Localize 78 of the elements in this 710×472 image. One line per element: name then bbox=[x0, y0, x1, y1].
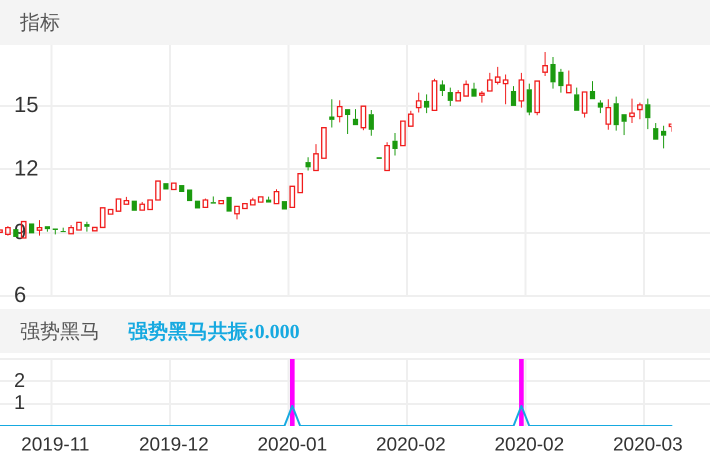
candlestick bbox=[400, 120, 406, 146]
candlestick bbox=[352, 108, 358, 126]
candlestick bbox=[29, 223, 34, 234]
candlestick bbox=[116, 198, 122, 212]
candlestick bbox=[614, 96, 619, 132]
y-tick-label: 1 bbox=[14, 392, 26, 414]
candlestick bbox=[622, 114, 627, 136]
candlestick bbox=[637, 102, 643, 120]
candlestick bbox=[392, 132, 398, 156]
candlestick bbox=[313, 144, 319, 172]
candlestick bbox=[653, 122, 658, 140]
candlestick bbox=[132, 200, 137, 211]
candlestick bbox=[100, 207, 106, 228]
candlestick bbox=[590, 80, 596, 100]
candlestick bbox=[526, 83, 532, 116]
candlestick bbox=[368, 109, 374, 136]
candlestick bbox=[329, 98, 334, 128]
candlestick bbox=[574, 87, 580, 111]
y-tick-label: 15 bbox=[14, 92, 38, 118]
candlestick bbox=[448, 87, 453, 106]
x-tick-label: 2020-02 bbox=[494, 434, 564, 456]
candlestick bbox=[566, 70, 572, 94]
candlestick bbox=[297, 173, 304, 194]
candlestick bbox=[258, 196, 264, 203]
candlestick bbox=[226, 196, 232, 212]
candlestick bbox=[550, 56, 556, 90]
candlestick bbox=[518, 72, 524, 108]
candlestick bbox=[266, 196, 272, 203]
candlestick bbox=[510, 86, 516, 106]
candlestick bbox=[542, 51, 548, 77]
candlestick bbox=[321, 127, 327, 159]
candlestick bbox=[36, 220, 42, 236]
candlestick bbox=[289, 186, 296, 208]
candlestick bbox=[194, 200, 200, 208]
candlestick bbox=[108, 208, 114, 215]
candlestick bbox=[479, 90, 485, 104]
candlestick bbox=[76, 222, 82, 231]
chart-title: 强势黑马 bbox=[20, 320, 100, 344]
candlestick bbox=[44, 226, 50, 232]
candlestick bbox=[645, 98, 650, 130]
candlestick bbox=[502, 74, 508, 105]
candlestick bbox=[147, 199, 153, 210]
x-tick-label: 2020-03 bbox=[612, 434, 683, 456]
candlestick bbox=[558, 68, 564, 94]
candlestick bbox=[92, 226, 98, 232]
x-tick-label: 2020-01 bbox=[257, 434, 328, 456]
x-tick-label: 2019-12 bbox=[138, 434, 209, 456]
candlestick bbox=[598, 100, 603, 114]
candlestick bbox=[218, 200, 224, 204]
y-tick-label: 6 bbox=[14, 282, 26, 308]
candlestick bbox=[306, 156, 311, 171]
candlestick bbox=[416, 92, 422, 113]
chart-title: 指标 bbox=[20, 11, 60, 36]
candlestick bbox=[84, 221, 90, 232]
x-tick-label: 2019-11 bbox=[21, 434, 90, 456]
candlestick bbox=[170, 182, 177, 190]
candlestick bbox=[210, 196, 216, 204]
candlestick bbox=[486, 72, 493, 92]
candlestick bbox=[345, 109, 350, 135]
candlestick bbox=[242, 202, 248, 210]
text: 强势黑马共振:0.000 bbox=[128, 320, 300, 344]
candlestick bbox=[494, 66, 501, 85]
candlestick bbox=[424, 94, 430, 114]
candlestick bbox=[440, 80, 445, 97]
candlestick bbox=[52, 228, 58, 235]
candlestick bbox=[282, 201, 287, 210]
candlestick bbox=[187, 189, 192, 202]
candlestick bbox=[155, 180, 161, 201]
candlestick bbox=[605, 98, 612, 130]
y-tick-label: 2 bbox=[14, 370, 26, 392]
candlestick bbox=[179, 185, 184, 192]
candlestick bbox=[336, 100, 343, 123]
candlestick bbox=[629, 98, 635, 124]
candlestick bbox=[60, 227, 66, 232]
candlestick bbox=[163, 183, 168, 190]
y-tick-label: 12 bbox=[14, 156, 38, 181]
candlestick bbox=[471, 82, 477, 97]
x-tick-label: 2020-02 bbox=[376, 434, 446, 456]
